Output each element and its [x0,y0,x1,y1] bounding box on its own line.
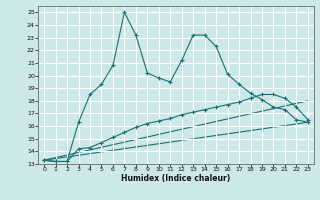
X-axis label: Humidex (Indice chaleur): Humidex (Indice chaleur) [121,174,231,183]
